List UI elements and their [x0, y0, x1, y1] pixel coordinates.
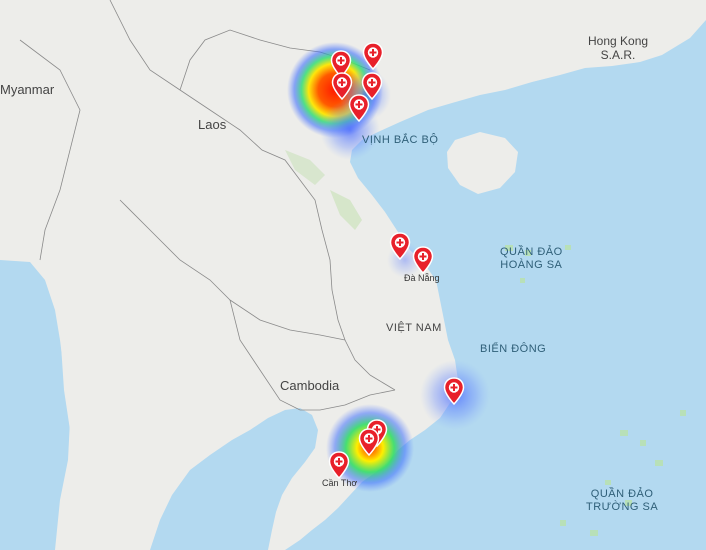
- label-laos: Laos: [198, 117, 227, 132]
- medical-cross-icon: [396, 239, 404, 246]
- medical-cross-icon: [335, 458, 343, 465]
- label-paracel: QUẦN ĐẢO HOÀNG SA: [500, 246, 563, 272]
- label-hongkong: Hong Kong S.A.R.: [588, 34, 648, 62]
- label-danang: Đà Nẵng: [404, 273, 440, 283]
- medical-cross-icon: [450, 384, 458, 391]
- map-marker-haiphong-1[interactable]: [362, 42, 384, 70]
- map-marker-haiphong-2[interactable]: [361, 72, 383, 100]
- land-peninsula: [60, 330, 138, 550]
- medical-cross-icon: [338, 79, 346, 86]
- label-spratly-line2: TRƯỜNG SA: [586, 501, 659, 513]
- label-cantho: Cần Thơ: [322, 478, 358, 488]
- map-marker-ninhbinh[interactable]: [348, 94, 370, 122]
- label-vietnam: VIỆT NAM: [386, 322, 442, 334]
- map-marker-cantho[interactable]: [328, 451, 350, 479]
- vietnam-lowland: [285, 150, 325, 185]
- label-myanmar: Myanmar: [0, 82, 55, 97]
- map-marker-danang[interactable]: [412, 246, 434, 274]
- label-hongkong-line2: S.A.R.: [600, 48, 636, 62]
- country-borders: [19, 0, 396, 411]
- medical-cross-icon: [365, 435, 373, 442]
- hainan-island: [447, 132, 518, 194]
- gulf-of-thailand: [150, 408, 318, 550]
- label-hongkong-line1: Hong Kong: [588, 34, 649, 48]
- label-cambodia: Cambodia: [280, 378, 340, 393]
- medical-cross-icon: [419, 253, 427, 260]
- medical-cross-icon: [373, 426, 381, 433]
- map-marker-hcm-2[interactable]: [358, 428, 380, 456]
- andaman-sea: [0, 260, 70, 550]
- label-paracel-line1: QUẦN ĐẢO: [500, 246, 563, 258]
- vietnam-highland: [330, 190, 362, 230]
- map-marker-hue[interactable]: [389, 232, 411, 260]
- label-gulf-tonkin: VỊNH BẮC BỘ: [362, 134, 439, 146]
- islands: [505, 245, 686, 536]
- medical-cross-icon: [368, 79, 376, 86]
- medical-cross-icon: [369, 49, 377, 56]
- label-east-sea: BIỂN ĐÔNG: [480, 343, 547, 355]
- map-marker-hanoi-2[interactable]: [331, 72, 353, 100]
- label-paracel-line2: HOÀNG SA: [500, 259, 563, 271]
- medical-cross-icon: [337, 57, 345, 64]
- map-marker-hanoi-1[interactable]: [330, 50, 352, 78]
- label-spratly-line1: QUẦN ĐẢO: [590, 488, 654, 500]
- medical-cross-icon: [355, 101, 363, 108]
- map-marker-nhatrang[interactable]: [443, 377, 465, 405]
- label-spratly: QUẦN ĐẢO TRƯỜNG SA: [586, 488, 658, 514]
